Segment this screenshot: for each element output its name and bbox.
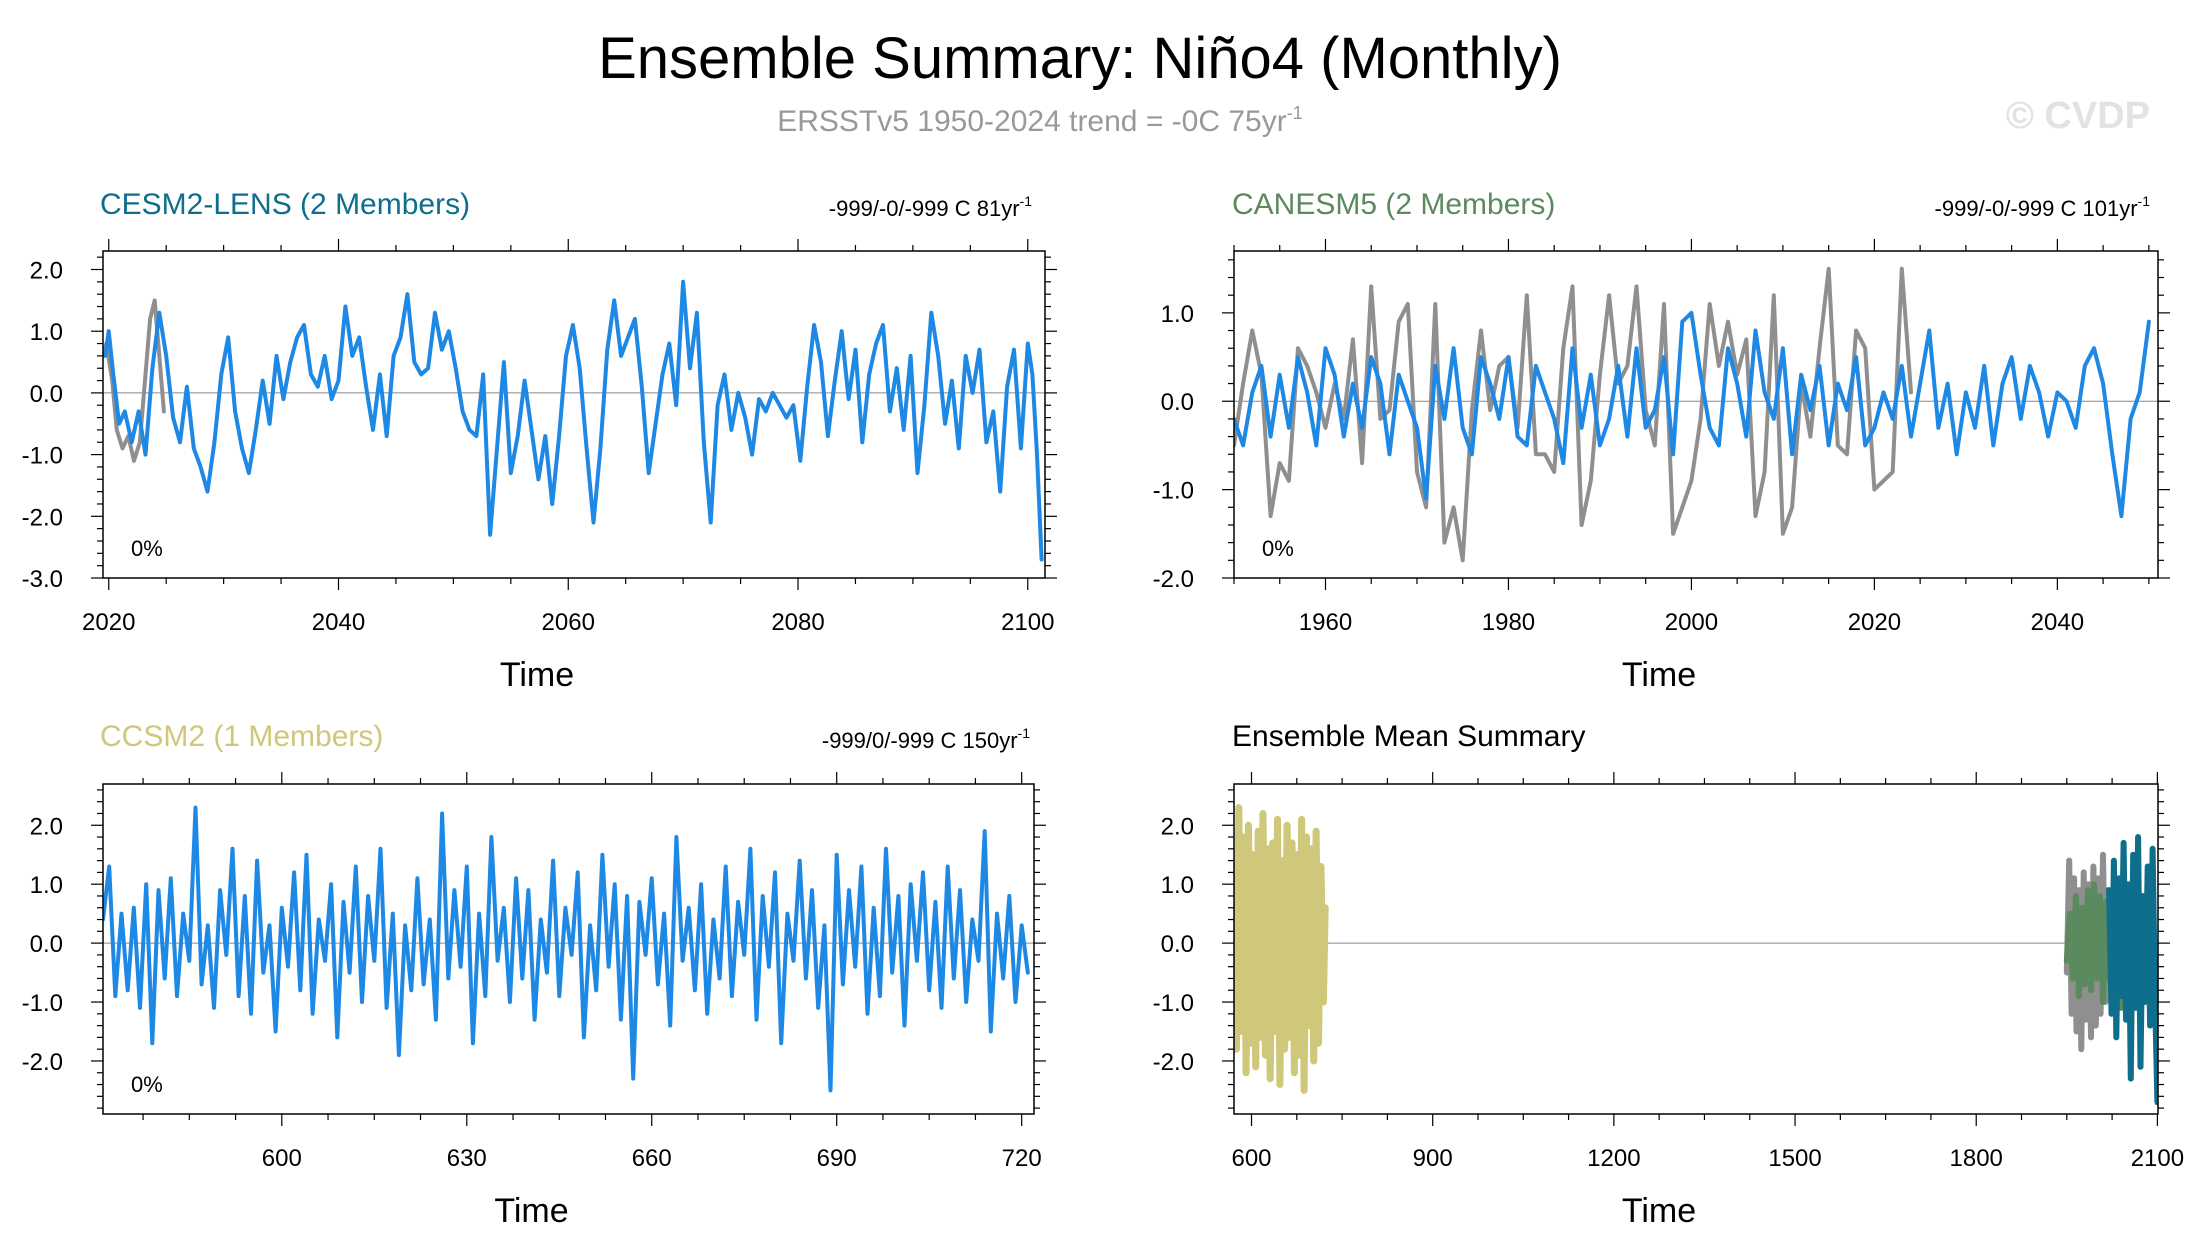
xaxis-label: Time	[1622, 656, 1696, 694]
subtitle-rest: v5 1950-2024 trend = -0C 75yr	[877, 105, 1286, 138]
ytick-label: 1.0	[1161, 301, 1194, 328]
percent-label: 0%	[1262, 536, 1294, 561]
ytick-label: 1.0	[1161, 872, 1194, 899]
ytick-label: 0.0	[30, 381, 63, 408]
ytick-label: -3.0	[22, 566, 63, 593]
xaxis-label: Time	[494, 1192, 568, 1230]
stats-sup: -1	[1020, 193, 1033, 209]
xtick-label: 1960	[1299, 609, 1352, 636]
plot-frame	[1233, 783, 2159, 1115]
percent-label: 0%	[131, 1072, 163, 1097]
series-line-1	[103, 279, 1044, 562]
panel-ensemble-mean: Ensemble Mean Summary 2.0 1.0 0.0 -1.0 -2.0 60…	[1153, 720, 2184, 1230]
panel-title: CESM2-LENS (2 Members)	[100, 188, 470, 221]
xtick-label: 600	[262, 1145, 302, 1172]
xtick-label: 720	[1002, 1145, 1042, 1172]
ytick-label: 0.0	[30, 931, 63, 958]
ytick-label: 1.0	[30, 319, 63, 346]
panel-stats: -999/-0/-999 C 101yr-1	[1935, 193, 2151, 221]
plot-frame	[102, 250, 1046, 579]
xtick-label: 2040	[2031, 609, 2084, 636]
series-line-3	[2106, 834, 2158, 1106]
subtitle-main: ERSST	[777, 105, 877, 138]
xtick-label: 2060	[542, 609, 595, 636]
xtick-label: 2020	[1848, 609, 1901, 636]
ytick-label: 2.0	[30, 258, 63, 285]
series-group	[1234, 266, 2151, 563]
ytick-label: 2.0	[30, 813, 63, 840]
panel-title: CCSM2 (1 Members)	[100, 720, 383, 753]
series-group	[1234, 804, 2158, 1106]
xtick-label: 1800	[1950, 1145, 2003, 1172]
stats-sup: -1	[1018, 725, 1031, 741]
xtick-label: 660	[632, 1145, 672, 1172]
panel-cesm2: CESM2-LENS (2 Members) -999/-0/-999 C 81y…	[22, 188, 1057, 694]
ytick-label: -2.0	[22, 1049, 63, 1076]
xtick-label: 2100	[1001, 609, 1054, 636]
ytick-label: 0.0	[1161, 389, 1194, 416]
series-group	[103, 805, 1030, 1093]
series-line-1	[1234, 310, 2151, 519]
ytick-label: -1.0	[22, 443, 63, 470]
xtick-label: 2020	[82, 609, 135, 636]
ytick-label: -1.0	[1153, 990, 1194, 1017]
panel-ccsm2: CCSM2 (1 Members) -999/0/-999 C 150yr-1 2.…	[22, 720, 1046, 1230]
panels: CESM2-LENS (2 Members) -999/-0/-999 C 81y…	[22, 188, 2184, 1230]
panel-title: CANESM5 (2 Members)	[1232, 188, 1555, 221]
figure-subtitle: ERSSTv5 1950-2024 trend = -0C 75yr-1	[777, 103, 1302, 138]
ytick-label: -2.0	[1153, 566, 1194, 593]
series-line-0	[1234, 266, 1913, 563]
ytick-label: 0.0	[1161, 931, 1194, 958]
xtick-label: 690	[817, 1145, 857, 1172]
series-group	[103, 279, 1044, 562]
stats-text: -999/-0/-999 C 81yr	[829, 196, 1020, 221]
watermark: © CVDP	[2006, 95, 2150, 137]
xtick-label: 1200	[1587, 1145, 1640, 1172]
ytick-label: -2.0	[1153, 1049, 1194, 1076]
xtick-label: 2100	[2131, 1145, 2184, 1172]
stats-sup: -1	[2138, 193, 2151, 209]
series-line-0	[103, 805, 1030, 1093]
panel-canesm5: CANESM5 (2 Members) -999/-0/-999 C 101yr-…	[1153, 188, 2170, 694]
subtitle-sup: -1	[1287, 103, 1303, 123]
figure-title: Ensemble Summary: Niño4 (Monthly)	[598, 26, 1562, 91]
ytick-label: 1.0	[30, 872, 63, 899]
panel-title: Ensemble Mean Summary	[1232, 720, 1585, 753]
xtick-label: 630	[447, 1145, 487, 1172]
percent-label: 0%	[131, 536, 163, 561]
ytick-label: 2.0	[1161, 813, 1194, 840]
series-line-0	[1234, 804, 1329, 1094]
ytick-label: -1.0	[1153, 478, 1194, 505]
ytick-label: -1.0	[22, 990, 63, 1017]
xtick-label: 2000	[1665, 609, 1718, 636]
xtick-label: 1500	[1768, 1145, 1821, 1172]
plot-frame	[102, 783, 1035, 1115]
xtick-label: 900	[1413, 1145, 1453, 1172]
xtick-label: 2040	[312, 609, 365, 636]
panel-stats: -999/-0/-999 C 81yr-1	[829, 193, 1032, 221]
xaxis-label: Time	[1622, 1192, 1696, 1230]
xtick-label: 600	[1231, 1145, 1271, 1172]
stats-text: -999/0/-999 C 150yr	[822, 728, 1018, 753]
panel-stats: -999/0/-999 C 150yr-1	[822, 725, 1030, 753]
plot-frame	[1233, 250, 2159, 579]
ytick-label: -2.0	[22, 504, 63, 531]
stats-text: -999/-0/-999 C 101yr	[1935, 196, 2138, 221]
xtick-label: 2080	[771, 609, 824, 636]
xtick-label: 1980	[1482, 609, 1535, 636]
xaxis-label: Time	[500, 656, 574, 694]
